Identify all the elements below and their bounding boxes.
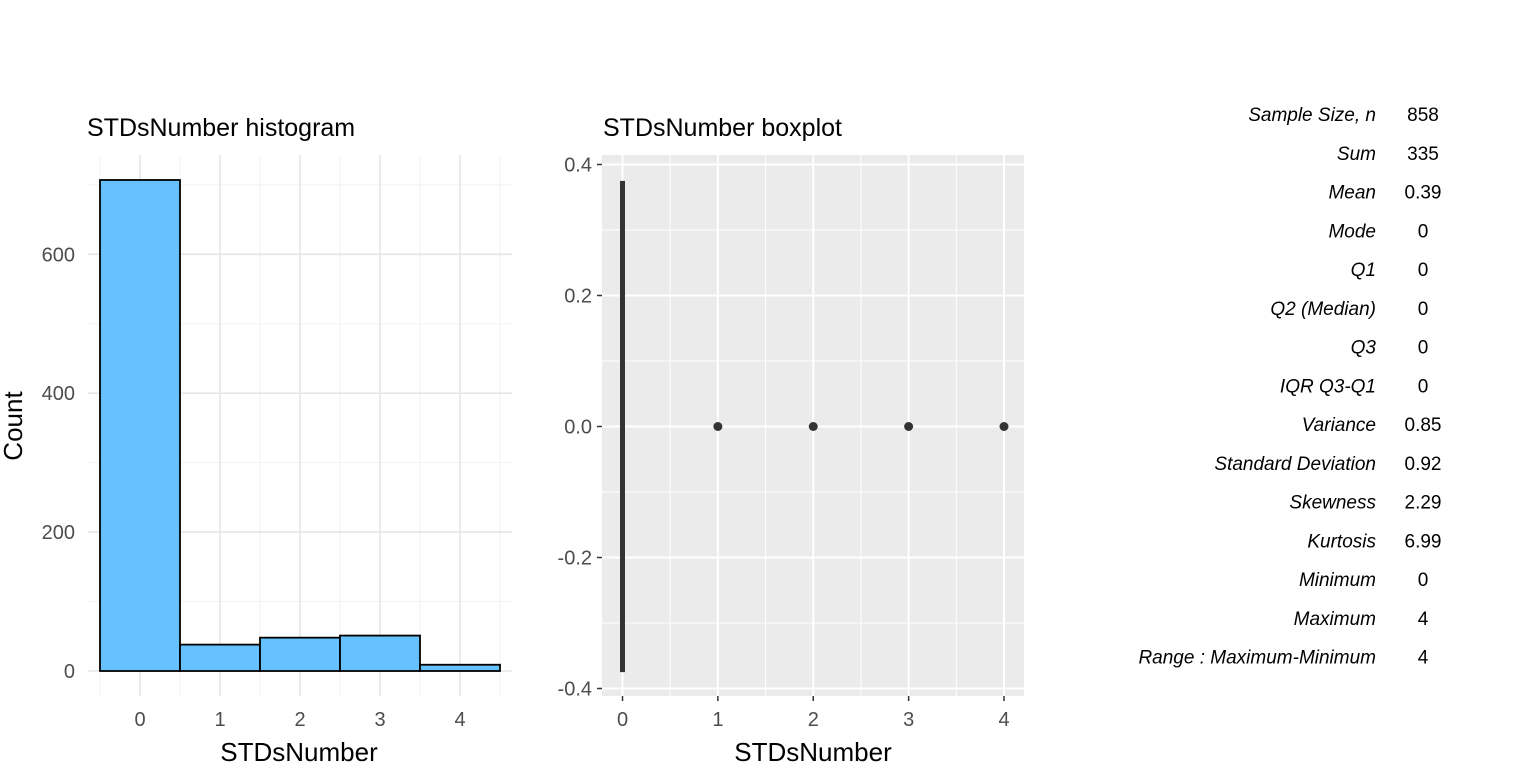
boxplot-y-ticks: -0.4 -0.2 0.0 0.2 0.4 <box>558 155 602 701</box>
histogram-bar-3 <box>339 634 421 672</box>
stat-value: 0 <box>1418 221 1429 242</box>
stat-label: Variance <box>1302 415 1376 436</box>
boxplot-outlier-point <box>808 422 818 431</box>
histogram-y-tick-label: 600 <box>42 244 75 266</box>
stat-label: Standard Deviation <box>1214 454 1376 475</box>
stat-label: Q2 (Median) <box>1270 299 1376 320</box>
boxplot-x-tick-label: 0 <box>617 709 628 731</box>
histogram-panel: STDsNumber histogram 0 200 400 600 0 1 2 3 4 ST… <box>0 114 512 767</box>
histogram-x-ticks: 0 1 2 3 4 <box>134 709 465 731</box>
boxplot-title: STDsNumber boxplot <box>603 114 842 142</box>
stat-value: 0 <box>1418 260 1429 281</box>
boxplot-x-tick-label: 2 <box>808 709 819 731</box>
boxplot-y-tick-label: 0.4 <box>564 155 592 177</box>
boxplot-x-tick-label: 1 <box>712 709 723 731</box>
stat-label: Range : Maximum-Minimum <box>1138 648 1376 669</box>
histogram-y-axis-label: Count <box>0 391 28 461</box>
histogram-x-tick-label: 3 <box>374 709 385 731</box>
histogram-bar-0 <box>99 179 181 672</box>
stat-label: Kurtosis <box>1307 531 1376 552</box>
boxplot-panel: STDsNumber boxplot -0.4 -0.2 0.0 0.2 0.4 0 1 2… <box>558 114 1024 767</box>
stat-label: Q3 <box>1351 338 1377 359</box>
histogram-bar-4 <box>419 663 501 672</box>
stat-value: 0 <box>1418 338 1429 359</box>
histogram-y-ticks: 0 200 400 600 <box>42 244 75 683</box>
boxplot-marks <box>620 180 1009 673</box>
histogram-y-tick-label: 0 <box>64 661 75 683</box>
histogram-x-axis-label: STDsNumber <box>220 737 378 767</box>
stat-value: 0 <box>1418 299 1429 320</box>
stat-value: 0.85 <box>1405 415 1442 436</box>
stat-label: Skewness <box>1289 493 1376 514</box>
boxplot-y-tick-label: 0.0 <box>564 417 592 439</box>
stat-value: 0 <box>1418 570 1429 591</box>
stat-value: 2.29 <box>1405 493 1442 514</box>
boxplot-x-ticks: 0 1 2 3 4 <box>617 696 1010 731</box>
boxplot-y-tick-label: -0.2 <box>558 548 592 570</box>
stat-value: 4 <box>1418 648 1429 669</box>
stat-value: 0.39 <box>1405 183 1442 204</box>
stat-label: Mode <box>1328 221 1376 242</box>
boxplot-outlier-point <box>713 422 723 431</box>
statistics-table: Sample Size, n 858 Sum 335 Mean 0.39 Mode 0 Q1 0 Q… <box>1138 105 1441 669</box>
stat-label: Sum <box>1337 144 1376 165</box>
histogram-title: STDsNumber histogram <box>87 114 355 142</box>
stat-value: 6.99 <box>1405 531 1442 552</box>
stat-label: Q1 <box>1351 260 1376 281</box>
stat-value: 4 <box>1418 609 1429 630</box>
stat-label: Maximum <box>1294 609 1376 630</box>
boxplot-outlier-point <box>904 422 914 431</box>
histogram-x-tick-label: 4 <box>454 709 465 731</box>
histogram-bar-2 <box>259 636 341 672</box>
stat-value: 0 <box>1418 376 1429 397</box>
boxplot-x-tick-label: 4 <box>998 709 1009 731</box>
boxplot-y-tick-label: -0.4 <box>558 679 592 701</box>
stat-value: 335 <box>1407 144 1439 165</box>
boxplot-x-tick-label: 3 <box>903 709 914 731</box>
stat-label: Mean <box>1328 183 1376 204</box>
boxplot-outlier-point <box>999 422 1009 431</box>
histogram-x-tick-label: 1 <box>214 709 225 731</box>
histogram-bar-1 <box>179 643 261 672</box>
stat-label: Minimum <box>1299 570 1376 591</box>
boxplot-y-tick-label: 0.2 <box>564 286 592 308</box>
histogram-x-tick-label: 2 <box>294 709 305 731</box>
histogram-y-tick-label: 400 <box>42 383 75 405</box>
histogram-bars <box>99 179 501 672</box>
histogram-y-tick-label: 200 <box>42 522 75 544</box>
boxplot-x-axis-label: STDsNumber <box>734 737 892 767</box>
stat-label: Sample Size, n <box>1248 105 1376 126</box>
histogram-x-tick-label: 0 <box>134 709 145 731</box>
stat-label: IQR Q3-Q1 <box>1280 376 1376 397</box>
stat-value: 858 <box>1407 105 1439 126</box>
stat-value: 0.92 <box>1405 454 1442 475</box>
